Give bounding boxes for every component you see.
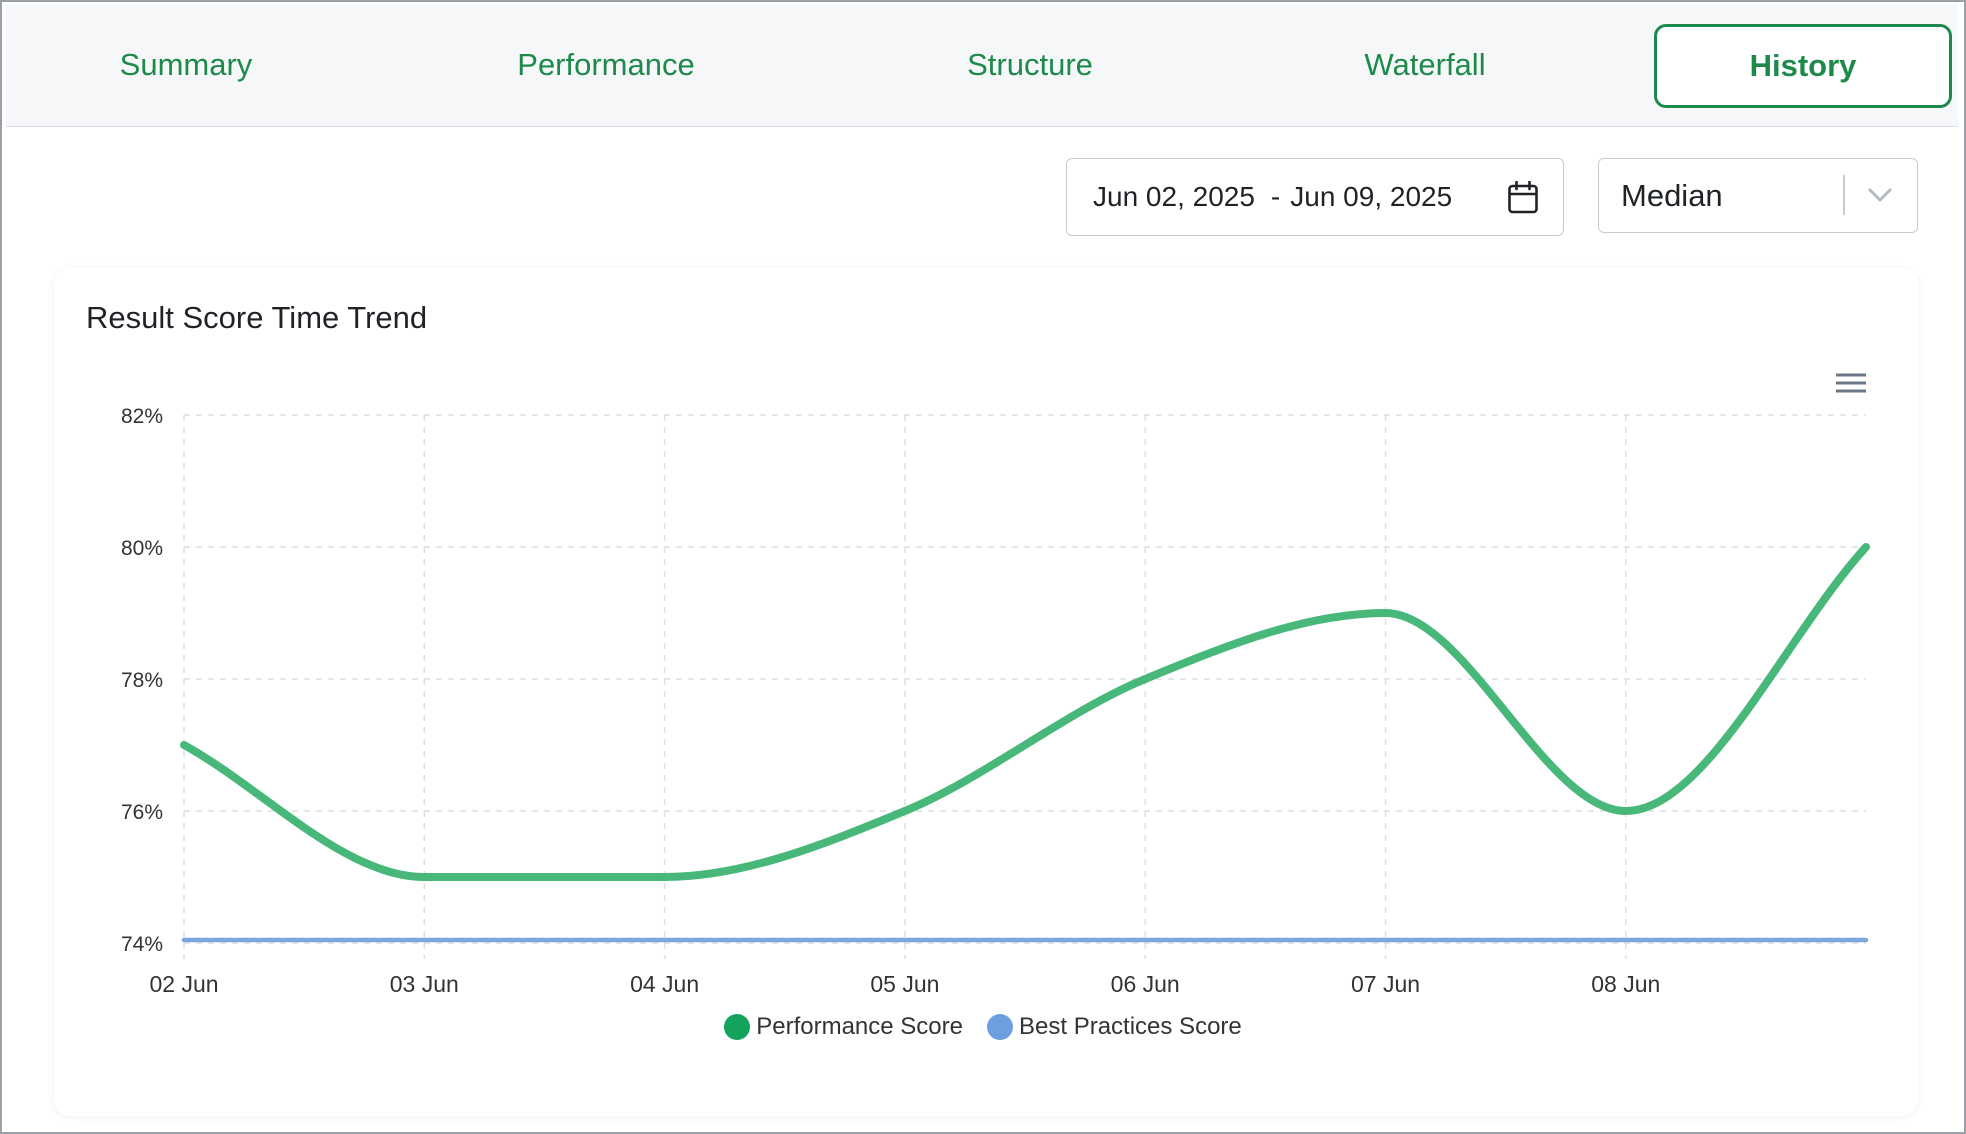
tab-summary[interactable]: Summary — [119, 47, 253, 82]
chart-card — [54, 268, 1918, 1116]
date-range-start: Jun 02, 2025 — [1093, 181, 1255, 212]
chart-title: Result Score Time Trend — [86, 300, 428, 335]
select-divider — [1843, 175, 1845, 215]
calendar-icon[interactable] — [1507, 181, 1539, 215]
legend-item-best-practices-score[interactable]: Best Practices Score — [987, 1013, 1242, 1041]
x-tick-label: 02 Jun — [149, 971, 218, 997]
aggregation-select[interactable]: Median — [1598, 158, 1918, 233]
chart-legend: Performance Score Best Practices Score — [0, 1013, 1966, 1041]
legend-item-performance-score[interactable]: Performance Score — [724, 1013, 963, 1041]
x-tick-label: 07 Jun — [1351, 971, 1420, 997]
tab-performance[interactable]: Performance — [517, 47, 695, 82]
chevron-down-icon[interactable] — [1867, 185, 1893, 205]
x-tick-label: 05 Jun — [870, 971, 939, 997]
x-tick-label: 08 Jun — [1591, 971, 1660, 997]
x-tick-label: 03 Jun — [390, 971, 459, 997]
legend-label-performance: Performance Score — [756, 1013, 963, 1040]
date-range-picker[interactable]: Jun 02, 2025 - Jun 09, 2025 — [1066, 158, 1564, 236]
legend-swatch-best-practices — [987, 1014, 1013, 1040]
tab-bar: Summary Performance Structure Waterfall … — [6, 4, 1958, 127]
y-tick-label: 78% — [121, 669, 163, 692]
y-tick-label: 74% — [121, 933, 163, 956]
aggregation-select-value: Median — [1621, 177, 1723, 213]
tab-waterfall[interactable]: Waterfall — [1364, 47, 1486, 82]
y-tick-label: 82% — [121, 405, 163, 428]
legend-label-best-practices: Best Practices Score — [1019, 1013, 1242, 1040]
series-line-performance-score[interactable] — [180, 543, 1870, 882]
tab-structure[interactable]: Structure — [967, 47, 1093, 82]
tab-history[interactable]: History — [1654, 24, 1952, 108]
x-tick-label: 04 Jun — [630, 971, 699, 997]
date-range-end: Jun 09, 2025 — [1290, 181, 1453, 212]
y-tick-label: 76% — [121, 801, 163, 824]
x-tick-label: 06 Jun — [1111, 971, 1180, 997]
legend-swatch-performance — [724, 1014, 751, 1040]
y-tick-label: 80% — [121, 537, 163, 560]
date-range-separator: - — [1270, 181, 1281, 212]
hamburger-menu-icon[interactable] — [1834, 370, 1868, 398]
